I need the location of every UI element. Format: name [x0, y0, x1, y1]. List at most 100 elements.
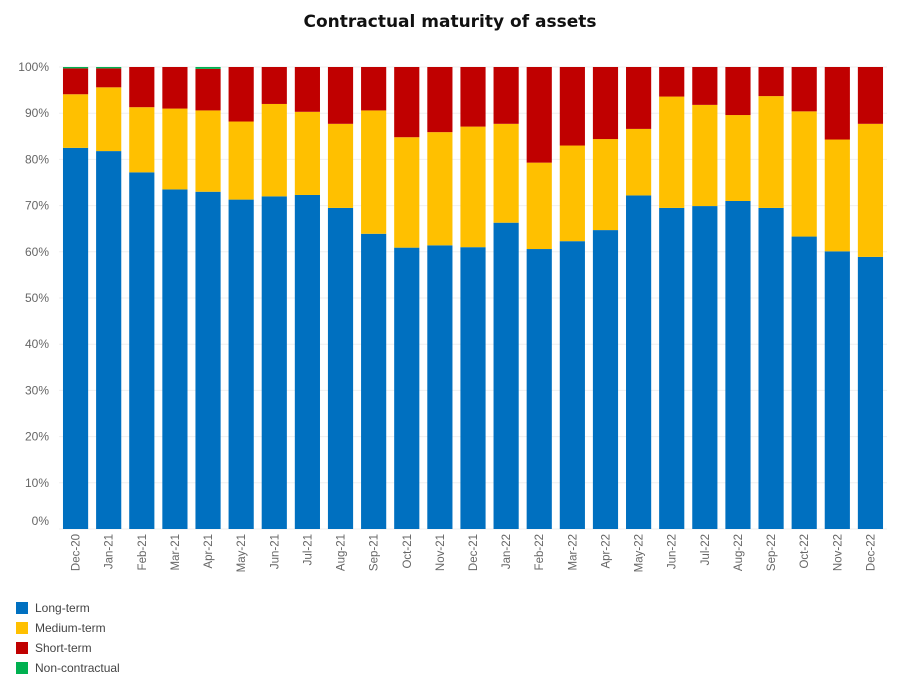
bar-segment-medium-term[interactable]	[493, 123, 519, 223]
bar-segment-medium-term[interactable]	[162, 108, 188, 190]
bar-segment-short-term[interactable]	[394, 67, 420, 138]
bar-segment-short-term[interactable]	[327, 67, 354, 124]
bar-segment-medium-term[interactable]	[824, 139, 850, 252]
bar-segment-medium-term[interactable]	[96, 87, 122, 152]
bar-stack[interactable]	[62, 67, 89, 529]
bar-stack[interactable]	[626, 67, 652, 529]
legend-item-short-term[interactable]: Short-term	[16, 638, 120, 658]
bar-segment-short-term[interactable]	[162, 67, 188, 109]
bar-segment-long-term[interactable]	[559, 241, 585, 529]
bar-segment-long-term[interactable]	[195, 191, 221, 530]
bar-stack[interactable]	[96, 67, 122, 530]
bar-segment-short-term[interactable]	[626, 67, 652, 129]
bar-segment-long-term[interactable]	[526, 249, 552, 529]
bar-stack[interactable]	[394, 67, 420, 529]
bar-segment-short-term[interactable]	[228, 67, 254, 122]
bar-segment-long-term[interactable]	[62, 147, 89, 529]
bar-segment-medium-term[interactable]	[294, 111, 320, 195]
bar-segment-medium-term[interactable]	[228, 121, 254, 200]
bar-stack[interactable]	[824, 67, 850, 529]
bar-stack[interactable]	[195, 67, 221, 530]
bar-segment-medium-term[interactable]	[791, 111, 817, 237]
bar-segment-medium-term[interactable]	[758, 96, 784, 208]
bar-segment-short-term[interactable]	[824, 67, 850, 140]
bar-segment-medium-term[interactable]	[427, 132, 453, 246]
bar-stack[interactable]	[361, 67, 387, 530]
bar-segment-medium-term[interactable]	[692, 104, 718, 207]
bar-segment-long-term[interactable]	[394, 247, 420, 529]
bar-segment-short-term[interactable]	[659, 67, 685, 97]
bar-segment-long-term[interactable]	[725, 200, 751, 530]
bar-stack[interactable]	[526, 67, 552, 529]
bar-segment-medium-term[interactable]	[626, 128, 652, 196]
bar-segment-medium-term[interactable]	[526, 162, 552, 250]
bar-stack[interactable]	[559, 67, 585, 529]
bar-segment-long-term[interactable]	[129, 172, 155, 529]
bar-segment-non-contractual[interactable]	[62, 67, 89, 69]
bar-segment-short-term[interactable]	[129, 67, 155, 108]
bar-segment-long-term[interactable]	[857, 256, 884, 529]
bar-segment-long-term[interactable]	[626, 195, 652, 529]
bar-segment-long-term[interactable]	[791, 236, 817, 529]
bar-segment-non-contractual[interactable]	[96, 67, 122, 69]
bar-segment-medium-term[interactable]	[361, 110, 387, 234]
bar-segment-short-term[interactable]	[96, 68, 122, 88]
bar-segment-long-term[interactable]	[427, 245, 453, 529]
bar-segment-short-term[interactable]	[559, 67, 585, 146]
bar-stack[interactable]	[725, 67, 751, 530]
bar-segment-long-term[interactable]	[659, 207, 685, 529]
legend-item-non-contractual[interactable]: Non-contractual	[16, 658, 120, 678]
bar-segment-long-term[interactable]	[758, 207, 784, 529]
bar-segment-short-term[interactable]	[427, 67, 453, 133]
bar-segment-long-term[interactable]	[294, 194, 320, 529]
bar-segment-short-term[interactable]	[526, 67, 552, 163]
legend-item-long-term[interactable]: Long-term	[16, 598, 120, 618]
bar-segment-medium-term[interactable]	[592, 139, 619, 231]
bar-stack[interactable]	[692, 67, 718, 529]
bar-segment-short-term[interactable]	[460, 67, 486, 127]
bar-segment-medium-term[interactable]	[327, 123, 354, 208]
bar-stack[interactable]	[327, 67, 354, 529]
bar-segment-long-term[interactable]	[592, 230, 619, 529]
bar-segment-medium-term[interactable]	[62, 94, 89, 148]
bar-segment-short-term[interactable]	[195, 68, 221, 111]
bar-segment-short-term[interactable]	[692, 67, 718, 105]
bar-segment-long-term[interactable]	[493, 222, 519, 529]
bar-segment-long-term[interactable]	[327, 207, 354, 529]
bar-segment-long-term[interactable]	[460, 247, 486, 529]
bar-segment-short-term[interactable]	[62, 68, 89, 95]
bar-segment-long-term[interactable]	[228, 199, 254, 529]
bar-segment-medium-term[interactable]	[559, 145, 585, 242]
bar-stack[interactable]	[493, 67, 519, 529]
bar-segment-medium-term[interactable]	[394, 137, 420, 248]
bar-stack[interactable]	[460, 67, 486, 529]
bar-segment-medium-term[interactable]	[725, 115, 751, 201]
bar-stack[interactable]	[857, 67, 884, 529]
bar-stack[interactable]	[261, 67, 287, 530]
bar-segment-long-term[interactable]	[162, 189, 188, 529]
bar-segment-short-term[interactable]	[791, 67, 817, 112]
bar-segment-long-term[interactable]	[96, 151, 122, 530]
bar-segment-medium-term[interactable]	[129, 107, 155, 173]
bar-stack[interactable]	[294, 67, 320, 529]
bar-stack[interactable]	[592, 67, 619, 529]
bar-segment-medium-term[interactable]	[195, 110, 221, 192]
bar-stack[interactable]	[228, 67, 254, 529]
bar-segment-long-term[interactable]	[824, 251, 850, 529]
bar-segment-medium-term[interactable]	[261, 103, 287, 197]
legend-item-medium-term[interactable]: Medium-term	[16, 618, 120, 638]
bar-segment-long-term[interactable]	[361, 233, 387, 530]
bar-stack[interactable]	[791, 67, 817, 529]
bar-segment-long-term[interactable]	[261, 196, 287, 530]
bar-stack[interactable]	[758, 67, 784, 529]
bar-segment-non-contractual[interactable]	[195, 67, 221, 69]
bar-segment-medium-term[interactable]	[460, 126, 486, 248]
bar-segment-short-term[interactable]	[592, 67, 619, 140]
bar-segment-short-term[interactable]	[361, 67, 387, 111]
bar-segment-short-term[interactable]	[725, 67, 751, 116]
bar-segment-short-term[interactable]	[294, 67, 320, 112]
bar-stack[interactable]	[129, 67, 155, 529]
bar-segment-short-term[interactable]	[493, 67, 519, 124]
bar-stack[interactable]	[659, 67, 685, 529]
bar-segment-medium-term[interactable]	[659, 96, 685, 208]
